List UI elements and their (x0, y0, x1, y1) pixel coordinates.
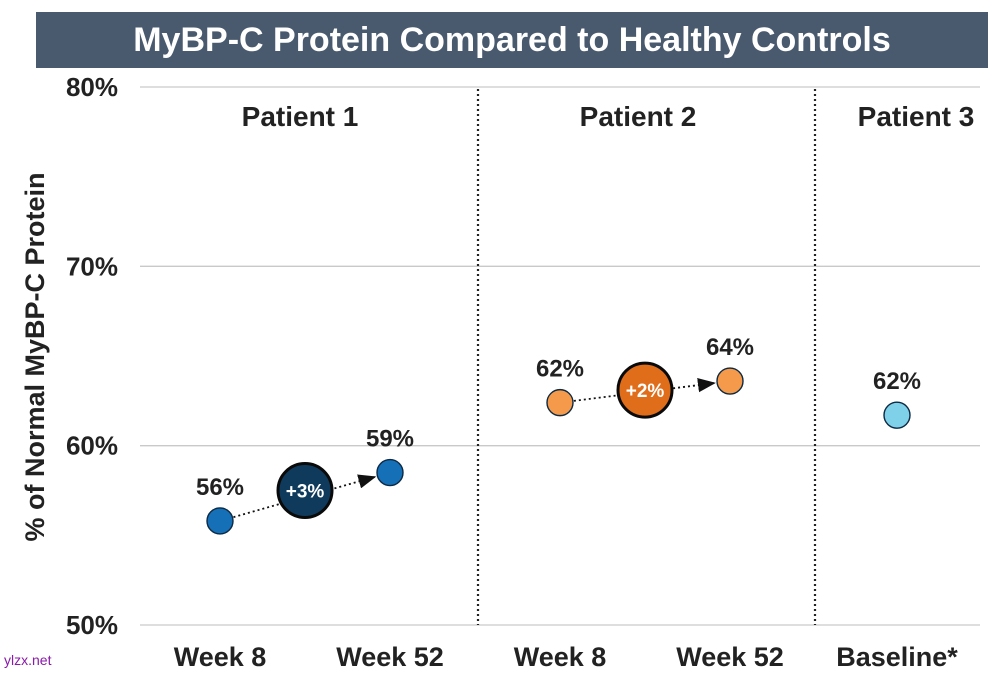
data-label: 62% (536, 356, 584, 383)
x-tick-label: Baseline* (836, 642, 958, 672)
data-point (546, 388, 574, 417)
data-point (716, 367, 744, 395)
data-point (883, 401, 911, 429)
delta-bubble (276, 462, 334, 519)
y-tick-label: 70% (66, 251, 118, 281)
data-label: 56% (196, 474, 244, 501)
x-tick-label: Week 52 (336, 642, 444, 672)
y-tick-label: 60% (66, 431, 118, 461)
data-point (206, 507, 234, 535)
group-label: Patient 2 (580, 101, 697, 132)
group-label: Patient 3 (858, 101, 975, 132)
y-axis-label: % of Normal MyBP-C Protein (20, 172, 50, 541)
x-tick-label: Week 52 (676, 642, 784, 672)
x-tick-label: Week 8 (514, 642, 607, 672)
chart-title-bar: MyBP-C Protein Compared to Healthy Contr… (36, 12, 988, 68)
chart-title: MyBP-C Protein Compared to Healthy Contr… (133, 20, 891, 59)
data-label: 59% (366, 426, 414, 453)
x-tick-label: Week 8 (174, 642, 267, 672)
delta-bubble (616, 361, 674, 419)
watermark: ylzx.net (4, 652, 52, 668)
data-point (376, 458, 404, 487)
delta-label: +3% (286, 482, 325, 503)
data-label: 64% (706, 334, 754, 361)
group-label: Patient 1 (242, 101, 359, 132)
data-label: 62% (873, 368, 921, 395)
y-tick-label: 50% (66, 610, 118, 640)
delta-label: +2% (626, 381, 665, 402)
y-tick-label: 80% (66, 72, 118, 102)
